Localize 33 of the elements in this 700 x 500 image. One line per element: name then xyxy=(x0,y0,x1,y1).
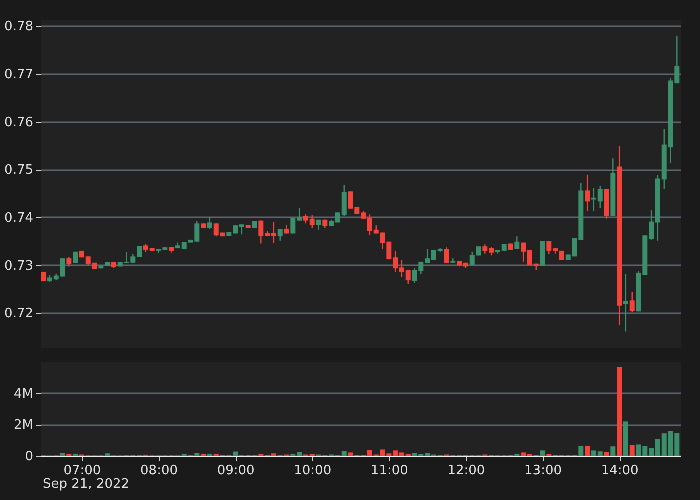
bar xyxy=(617,367,622,456)
y-tick-label: 2M xyxy=(14,418,34,434)
y-tick-label: 0.74 xyxy=(4,210,34,226)
x-tick-label: 11:00 xyxy=(370,464,408,478)
candlestick xyxy=(630,291,635,314)
x-tick-label: 12:00 xyxy=(448,464,486,478)
y-tick-label: 0.72 xyxy=(4,306,34,322)
x-tick-label: 14:00 xyxy=(601,464,639,478)
y-tick-label: 0.77 xyxy=(4,68,34,83)
x-tick-label: 09:00 xyxy=(217,464,255,478)
candlestick xyxy=(207,216,212,230)
bar xyxy=(604,452,610,456)
candlestick xyxy=(444,246,450,264)
bar xyxy=(610,446,616,456)
y-tick-label: 0.73 xyxy=(4,258,34,274)
text: Sep 21, 2022 xyxy=(43,477,130,492)
candlestick xyxy=(66,256,72,268)
candlestick xyxy=(623,274,628,332)
candlestick xyxy=(585,174,590,212)
y-tick-label: 4M xyxy=(14,386,34,402)
bar xyxy=(585,446,590,456)
y-tick-label: 0.75 xyxy=(4,163,34,178)
bar xyxy=(623,422,628,456)
x-tick-label: 13:00 xyxy=(524,464,562,478)
y-tick-label: 0.76 xyxy=(4,115,34,130)
x-tick-label: 08:00 xyxy=(140,464,178,478)
x-tick-label: 07:00 xyxy=(64,464,102,478)
bar xyxy=(630,445,635,456)
x-tick-label: 10:00 xyxy=(294,464,332,478)
bar xyxy=(540,450,546,456)
candlestick xyxy=(514,236,520,250)
y-tick-label: 0.78 xyxy=(4,20,34,35)
y-tick-label: 0 xyxy=(25,450,34,464)
